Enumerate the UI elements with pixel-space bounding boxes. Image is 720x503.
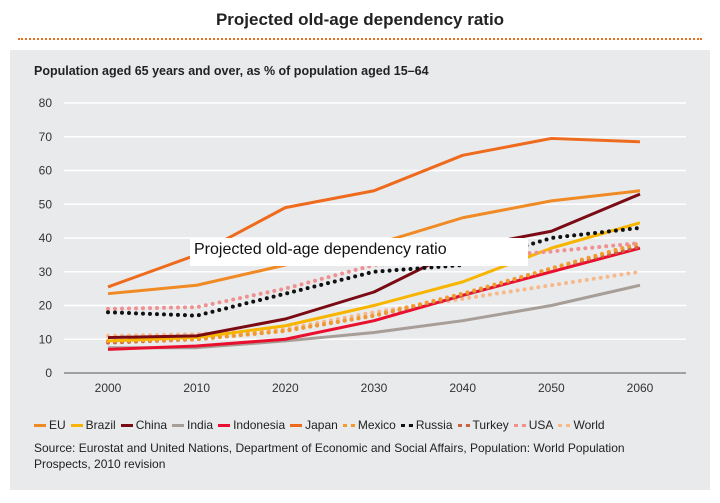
- series-line-mexico: [106, 241, 642, 343]
- legend-item-mexico: Mexico: [342, 418, 396, 432]
- series-line-china: [107, 192, 641, 340]
- x-tick-label: 2010: [183, 381, 210, 395]
- legend-swatch: [218, 423, 231, 427]
- legend-item-usa: USA: [513, 418, 554, 432]
- overlay-label: Projected old-age dependency ratio: [190, 238, 528, 266]
- legend-label: World: [573, 418, 605, 432]
- legend-item-russia: Russia: [400, 418, 453, 432]
- legend-label: Mexico: [357, 418, 396, 432]
- y-tick-label: 10: [39, 332, 53, 346]
- x-tick-label: 2020: [272, 381, 299, 395]
- legend-label: China: [135, 418, 168, 432]
- legend-swatch: [558, 423, 571, 427]
- legend-label: Japan: [305, 418, 338, 432]
- legend-swatch: [120, 423, 133, 427]
- x-tick-label: 2000: [95, 381, 122, 395]
- y-tick-label: 40: [39, 231, 53, 245]
- legend-item-india: India: [172, 418, 213, 432]
- legend-swatch: [513, 423, 526, 427]
- series-line-brazil: [107, 221, 641, 343]
- legend-swatch: [457, 423, 470, 427]
- legend-label: EU: [49, 418, 66, 432]
- chart-title: Projected old-age dependency ratio: [215, 10, 505, 29]
- y-tick-label: 50: [39, 197, 53, 211]
- y-tick-label: 0: [45, 366, 52, 380]
- legend-item-world: World: [558, 418, 605, 432]
- title-divider: [18, 38, 702, 40]
- x-tick-label: 2040: [449, 381, 476, 395]
- chart-subtitle: Population aged 65 years and over, as % …: [34, 64, 429, 78]
- legend-swatch: [342, 423, 355, 427]
- chart-panel: [10, 50, 710, 490]
- series-line-russia: [106, 225, 642, 318]
- legend-item-turkey: Turkey: [457, 418, 509, 432]
- legend-item-japan: Japan: [290, 418, 338, 432]
- legend-swatch: [290, 423, 303, 427]
- legend-label: Brazil: [85, 418, 116, 432]
- legend-swatch: [34, 423, 46, 427]
- y-tick-label: 20: [39, 299, 53, 313]
- legend-item-china: China: [120, 418, 168, 432]
- legend-label: India: [187, 418, 214, 432]
- legend-label: Turkey: [472, 418, 509, 432]
- legend-swatch: [70, 423, 83, 427]
- legend-swatch: [172, 423, 185, 427]
- legend-item-indonesia: Indonesia: [218, 418, 285, 432]
- legend-swatch: [400, 423, 413, 427]
- series-line-world: [106, 269, 642, 338]
- x-tick-label: 2060: [627, 381, 654, 395]
- y-tick-label: 70: [39, 130, 53, 144]
- legend-item-eu: EU: [34, 418, 66, 432]
- y-tick-label: 30: [39, 265, 53, 279]
- legend-item-brazil: Brazil: [70, 418, 116, 432]
- y-tick-label: 60: [39, 164, 53, 178]
- legend: EU Brazil China India Indonesia Japan Mexico Ru…: [34, 418, 605, 432]
- x-tick-label: 2050: [538, 381, 565, 395]
- series-line-india: [108, 283, 641, 350]
- series-line-indonesia: [107, 246, 641, 351]
- source-note: Source: Eurostat and United Nations, Dep…: [34, 441, 625, 471]
- legend-label: USA: [528, 418, 554, 432]
- y-tick-label: 80: [39, 96, 53, 110]
- legend-label: Russia: [415, 418, 453, 432]
- legend-label: Indonesia: [233, 418, 286, 432]
- x-tick-label: 2030: [361, 381, 388, 395]
